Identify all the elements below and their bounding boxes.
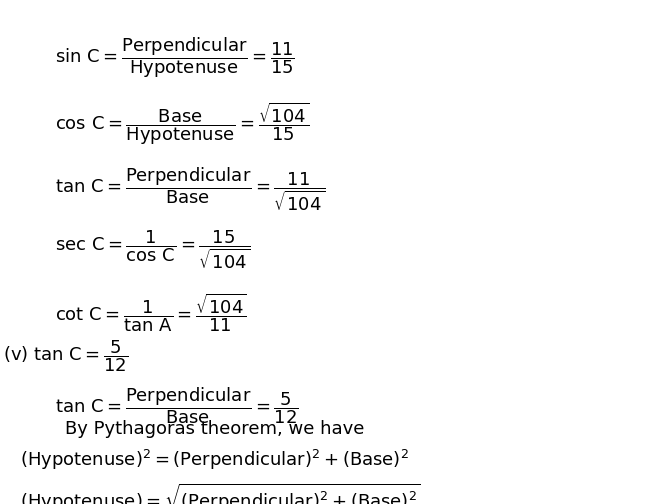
Text: $\mathrm{sec\ C} = \dfrac{1}{\mathrm{cos\ C}} = \dfrac{15}{\sqrt{104}}$: $\mathrm{sec\ C} = \dfrac{1}{\mathrm{cos…: [55, 228, 250, 271]
Text: $\mathrm{(Hypotenuse)} = \sqrt{\mathrm{(Perpendicular)^2 + (Base)^2}}$: $\mathrm{(Hypotenuse)} = \sqrt{\mathrm{(…: [20, 482, 421, 504]
Text: $\mathrm{cos\ C} = \dfrac{\mathrm{Base}}{\mathrm{Hypotenuse}} = \dfrac{\sqrt{104: $\mathrm{cos\ C} = \dfrac{\mathrm{Base}}…: [55, 100, 309, 147]
Text: $\mathrm{cot\ C} = \dfrac{1}{\mathrm{tan\ A}} = \dfrac{\sqrt{104}}{11}$: $\mathrm{cot\ C} = \dfrac{1}{\mathrm{tan…: [55, 291, 247, 334]
Text: $\mathrm{(v)\ tan\ C} = \dfrac{5}{12}$: $\mathrm{(v)\ tan\ C} = \dfrac{5}{12}$: [3, 338, 129, 373]
Text: $\mathrm{tan\ C} = \dfrac{\mathrm{Perpendicular}}{\mathrm{Base}} = \dfrac{5}{12}: $\mathrm{tan\ C} = \dfrac{\mathrm{Perpen…: [55, 385, 298, 426]
Text: By Pythagoras theorem, we have: By Pythagoras theorem, we have: [65, 420, 365, 438]
Text: $\mathrm{tan\ C} = \dfrac{\mathrm{Perpendicular}}{\mathrm{Base}} = \dfrac{11}{\s: $\mathrm{tan\ C} = \dfrac{\mathrm{Perpen…: [55, 165, 325, 213]
Text: $\mathrm{(Hypotenuse)^2 = (Perpendicular)^2 + (Base)^2}$: $\mathrm{(Hypotenuse)^2 = (Perpendicular…: [20, 448, 409, 472]
Text: $\mathrm{sin\ C} = \dfrac{\mathrm{Perpendicular}}{\mathrm{Hypotenuse}} = \dfrac{: $\mathrm{sin\ C} = \dfrac{\mathrm{Perpen…: [55, 35, 295, 80]
